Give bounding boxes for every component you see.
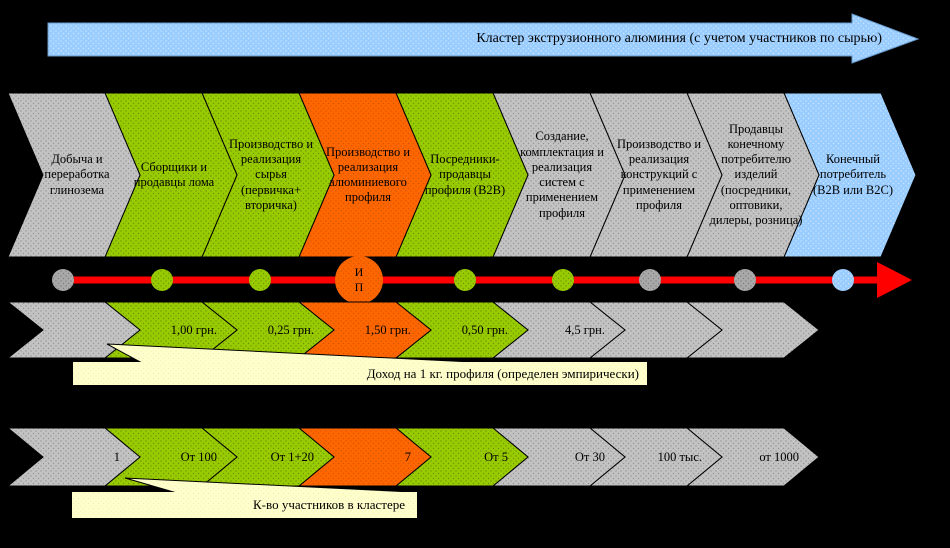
- count-chevron: [6, 427, 141, 487]
- profile-marker-label: И П: [354, 265, 364, 294]
- chain-axis-dots: [52, 256, 854, 304]
- chain-axis-arrowhead-icon: [877, 262, 912, 298]
- count-label: 7: [404, 449, 411, 464]
- marker-dot: [552, 269, 574, 291]
- count-label: от 1000: [759, 449, 799, 464]
- profile-marker-dot: [335, 256, 383, 304]
- marker-dot: [639, 269, 661, 291]
- stage-label: Сборщики и продавцы лома: [133, 159, 215, 189]
- stage-label: Производство и реализация сырья (первичк…: [228, 136, 314, 212]
- count-row: [0, 426, 820, 488]
- income-row: [0, 300, 820, 360]
- marker-dot: [454, 269, 476, 291]
- count-label: От 100: [180, 449, 217, 464]
- income-callout-box: [73, 362, 647, 385]
- count-label: 1: [113, 449, 120, 464]
- stage-label: Посредники-продавцы профиля (В2В): [424, 152, 506, 197]
- marker-dot: [249, 269, 271, 291]
- stage-label: Продавцы конечному потребителю изделий (…: [709, 121, 803, 228]
- income-callout-label: Доход на 1 кг. профиля (определен эмпири…: [366, 366, 639, 381]
- value-chain-row: [0, 91, 917, 259]
- cluster-banner-label: Кластер экструзионного алюминия (с учето…: [476, 31, 882, 46]
- count-label: От 5: [484, 449, 508, 464]
- marker-dot: [151, 269, 173, 291]
- stage-chevron: [7, 92, 141, 258]
- marker-dot: [734, 269, 756, 291]
- income-label: 0,25 грн.: [267, 322, 314, 337]
- marker-dot: [52, 269, 74, 291]
- count-label: От 1+20: [270, 449, 314, 464]
- count-callout-box: [72, 492, 417, 518]
- marker-dot: [832, 269, 854, 291]
- income-label: 1,00 грн.: [170, 322, 217, 337]
- stage-label: Производство и реализация конструкций с …: [616, 136, 702, 212]
- stage-label: Производство и реализация алюминиевого п…: [325, 144, 411, 205]
- count-label: От 30: [574, 449, 605, 464]
- income-label: 0,50 грн.: [461, 322, 508, 337]
- stage-label: Конечный потребитель (В2В или В2С): [812, 152, 894, 197]
- count-label: 100 тыс.: [657, 449, 702, 464]
- income-label: 1,50 грн.: [364, 322, 411, 337]
- income-label: 4,5 грн.: [565, 322, 605, 337]
- count-callout-label: К-во участников в кластере: [253, 497, 405, 512]
- stage-label: Добыча и переработка глинозема: [44, 152, 110, 197]
- stage-label: Создание, комплектация и реализация сист…: [520, 129, 604, 220]
- cluster-banner-arrow: [47, 13, 920, 64]
